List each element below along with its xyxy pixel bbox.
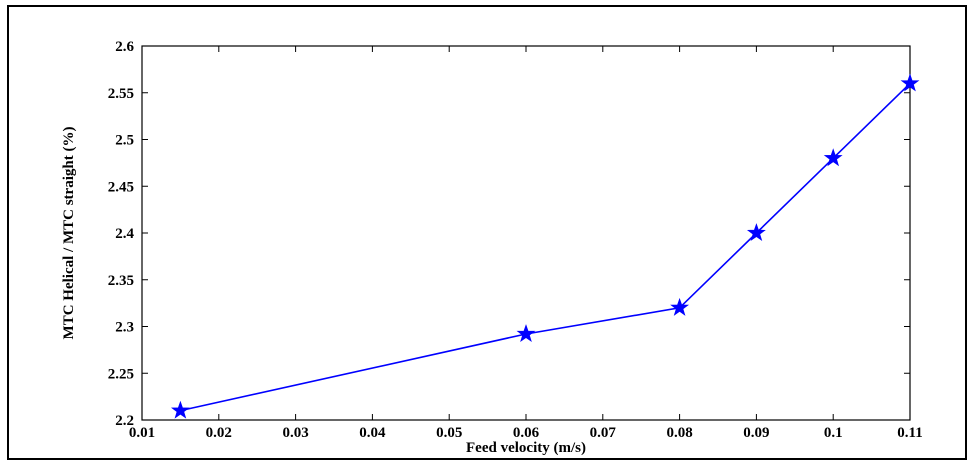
data-point-star: [516, 324, 536, 342]
data-point-star: [670, 297, 690, 316]
y-axis-label: MTC Helical / MTC straight (%): [61, 127, 77, 340]
y-tick-label: 2.55: [108, 86, 134, 102]
x-tick-label: 0.03: [282, 425, 308, 441]
y-tick-label: 2.5: [115, 133, 134, 149]
x-axis-label: Feed velocity (m/s): [466, 440, 586, 456]
x-tick-label: 0.02: [206, 425, 232, 441]
y-tick-label: 2.25: [108, 366, 134, 382]
x-tick-label: 0.09: [743, 425, 769, 441]
plot-area: [141, 45, 911, 421]
data-point-star: [170, 400, 190, 419]
data-point-star: [900, 73, 920, 92]
data-point-star: [746, 223, 766, 242]
x-tick-label: 0.07: [590, 425, 617, 441]
x-tick-label: 0.11: [897, 425, 922, 441]
x-tick-label: 0.05: [436, 425, 462, 441]
series-line: [180, 82, 911, 412]
y-tick-label: 2.3: [115, 320, 134, 336]
figure-border: [7, 5, 967, 460]
y-tick-label: 2.2: [115, 413, 134, 429]
x-tick-label: 0.01: [129, 425, 155, 441]
y-tick-label: 2.35: [108, 273, 134, 289]
y-tick-label: 2.6: [115, 39, 134, 55]
x-tick-label: 0.1: [824, 425, 843, 441]
x-tick-label: 0.04: [359, 425, 386, 441]
data-point-star: [823, 148, 843, 167]
x-tick-label: 0.06: [513, 425, 540, 441]
y-tick-label: 2.4: [115, 226, 134, 242]
x-tick-label: 0.08: [666, 425, 692, 441]
y-tick-label: 2.45: [108, 179, 134, 195]
